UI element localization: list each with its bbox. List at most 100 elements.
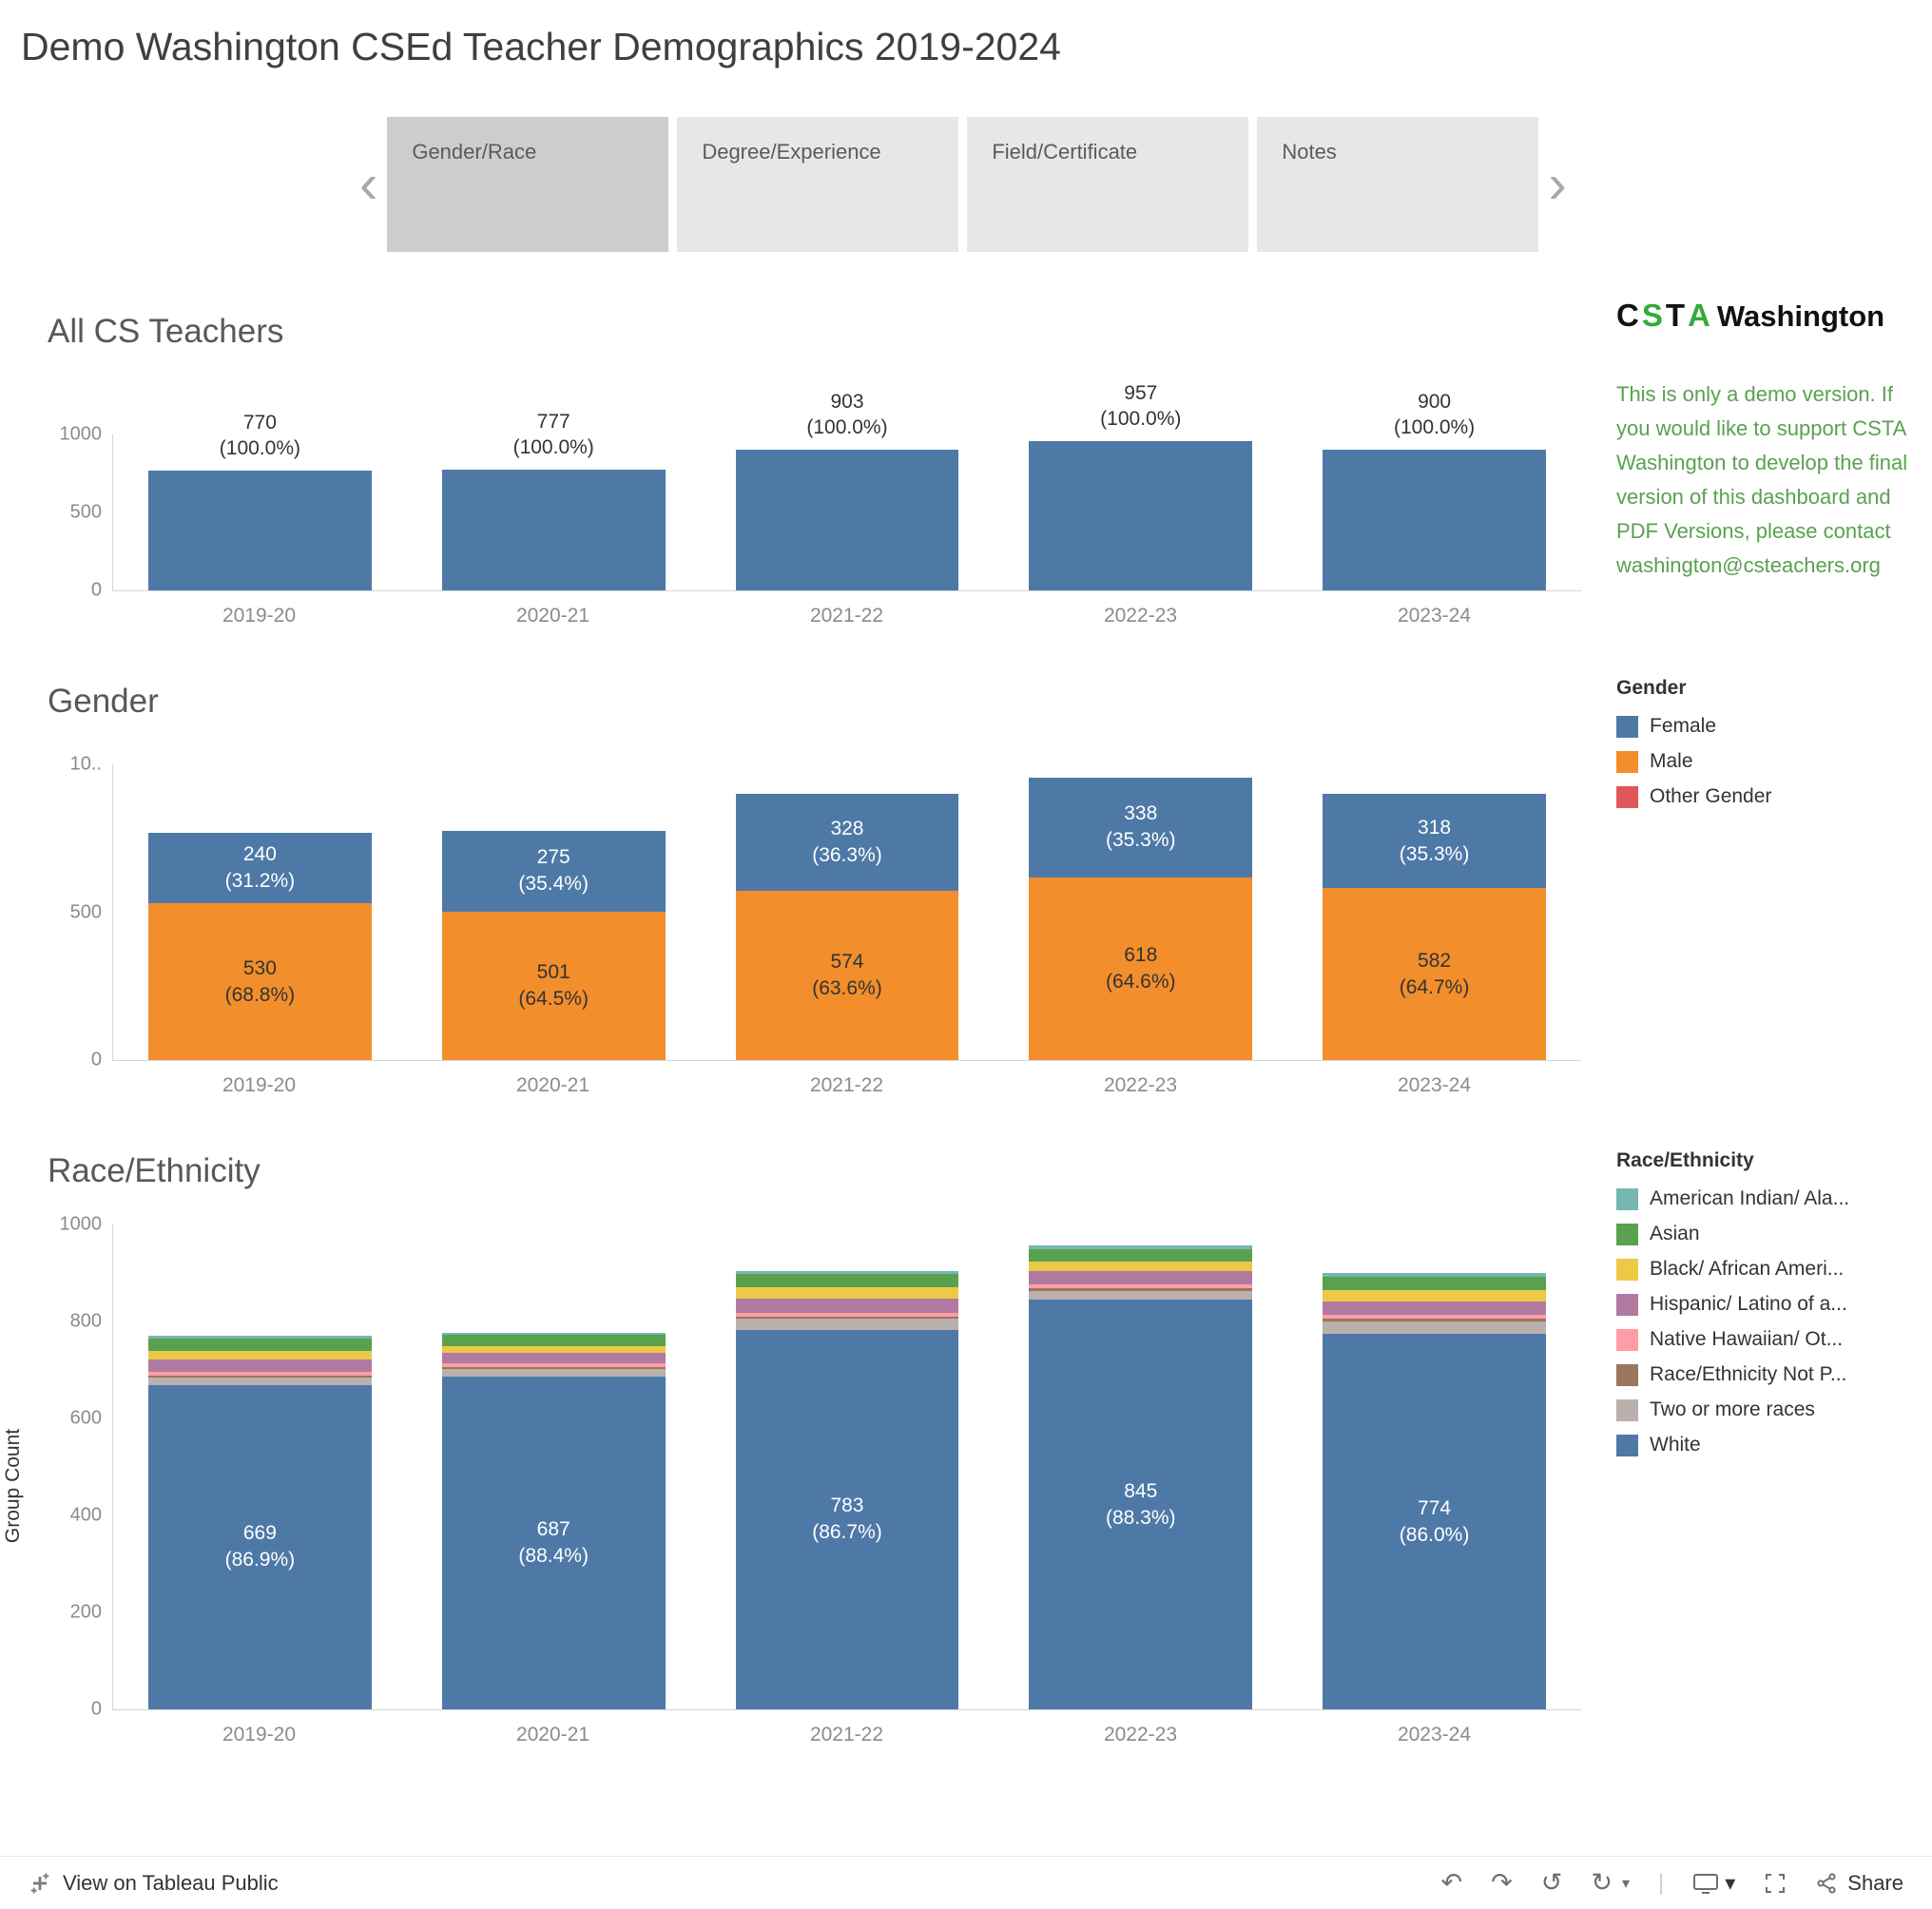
tabs-scroll-right-icon[interactable]: › — [1548, 153, 1567, 215]
segment-native-hawaiian-other-pacific-islander-2019-20[interactable] — [148, 1371, 372, 1376]
segment-asian-2022-23[interactable] — [1029, 1249, 1253, 1263]
segment-native-hawaiian-other-pacific-islander-2020-21[interactable] — [441, 1363, 666, 1367]
segment-female-2019-20[interactable]: 240 (31.2%) — [148, 832, 372, 904]
segment-two-or-more-races-2019-20[interactable] — [148, 1378, 372, 1385]
segment-race-ethnicity-not-provided-2022-23[interactable] — [1029, 1287, 1253, 1291]
segment-male-2023-24[interactable]: 582 (64.7%) — [1323, 888, 1546, 1060]
view-on-tableau-public-link[interactable]: View on Tableau Public — [29, 1871, 279, 1896]
segment-american-indian-alaska-native-2019-20[interactable] — [148, 1336, 372, 1339]
segment-native-hawaiian-other-pacific-islander-2021-22[interactable] — [735, 1312, 959, 1317]
legend-swatch — [1616, 1187, 1638, 1210]
legend-item-female[interactable]: Female — [1616, 715, 1930, 738]
tab-field-certificate[interactable]: Field/Certificate — [967, 117, 1249, 252]
tab-notes[interactable]: Notes — [1257, 117, 1539, 252]
csta-logo-letter: A — [1688, 298, 1710, 333]
bar-2021-22[interactable] — [735, 449, 959, 590]
legend-item-native-hawaiian-ot[interactable]: Native Hawaiian/ Ot... — [1616, 1328, 1930, 1351]
segment-female-2022-23[interactable]: 338 (35.3%) — [1029, 777, 1253, 877]
segment-race-ethnicity-not-provided-2019-20[interactable] — [148, 1375, 372, 1379]
segment-american-indian-alaska-native-2021-22[interactable] — [735, 1271, 959, 1275]
legend-item-asian[interactable]: Asian — [1616, 1223, 1930, 1245]
bar-2022-23[interactable] — [1029, 441, 1253, 590]
legend-item-label: Race/Ethnicity Not P... — [1650, 1363, 1847, 1385]
segment-hispanic-latino-of-any-race-2023-24[interactable] — [1323, 1301, 1546, 1315]
segment-white-2022-23[interactable]: 845 (88.3%) — [1029, 1300, 1253, 1709]
segment-american-indian-alaska-native-2022-23[interactable] — [1029, 1244, 1253, 1250]
segment-value-label: 501 (64.5%) — [518, 961, 589, 1011]
legend-item-two-or-more-races[interactable]: Two or more races — [1616, 1398, 1930, 1421]
segment-value-label: 687 (88.4%) — [518, 1517, 589, 1567]
refresh-options-caret-icon[interactable]: ▾ — [1621, 1875, 1630, 1892]
segment-male-2021-22[interactable]: 574 (63.6%) — [735, 890, 959, 1060]
segment-black-african-american-2021-22[interactable] — [735, 1287, 959, 1299]
segment-hispanic-latino-of-any-race-2021-22[interactable] — [735, 1298, 959, 1313]
undo-icon[interactable]: ↶ — [1440, 1868, 1463, 1897]
segment-male-2022-23[interactable]: 618 (64.6%) — [1029, 877, 1253, 1060]
bar-slot-2022-23: 618 (64.6%) 338 (35.3%) — [994, 764, 1287, 1060]
segment-female-2021-22[interactable]: 328 (36.3%) — [735, 793, 959, 891]
segment-race-ethnicity-not-provided-2021-22[interactable] — [735, 1316, 959, 1320]
bar-2023-24[interactable] — [1323, 450, 1546, 590]
segment-asian-2021-22[interactable] — [735, 1274, 959, 1288]
x-axis-category-label: 2019-20 — [222, 1724, 297, 1745]
segment-black-african-american-2019-20[interactable] — [148, 1350, 372, 1359]
legend-item-american-indian-ala[interactable]: American Indian/ Ala... — [1616, 1187, 1930, 1210]
device-layout-button[interactable]: ▾ — [1692, 1871, 1735, 1896]
segment-male-2019-20[interactable]: 530 (68.8%) — [148, 903, 372, 1060]
segment-native-hawaiian-other-pacific-islander-2023-24[interactable] — [1323, 1314, 1546, 1319]
segment-asian-2023-24[interactable] — [1323, 1277, 1546, 1291]
legend-item-other-gender[interactable]: Other Gender — [1616, 785, 1930, 808]
legend-item-race-ethnicity-not-p[interactable]: Race/Ethnicity Not P... — [1616, 1363, 1930, 1386]
segment-white-2023-24[interactable]: 774 (86.0%) — [1323, 1334, 1546, 1709]
segment-hispanic-latino-of-any-race-2020-21[interactable] — [441, 1353, 666, 1364]
segment-male-2020-21[interactable]: 501 (64.5%) — [441, 912, 666, 1060]
legend-item-black-african-ameri[interactable]: Black/ African Ameri... — [1616, 1258, 1930, 1281]
fullscreen-button[interactable] — [1764, 1872, 1787, 1895]
segment-two-or-more-races-2023-24[interactable] — [1323, 1321, 1546, 1335]
bar-2019-20[interactable] — [148, 470, 372, 590]
redo-icon[interactable]: ↷ — [1491, 1868, 1513, 1897]
segment-race-ethnicity-not-provided-2023-24[interactable] — [1323, 1318, 1546, 1321]
segment-white-2020-21[interactable]: 687 (88.4%) — [441, 1376, 666, 1709]
segment-female-2023-24[interactable]: 318 (35.3%) — [1323, 794, 1546, 888]
segment-white-2021-22[interactable]: 783 (86.7%) — [735, 1329, 959, 1709]
section-race-ethnicity: Race/Ethnicity Group Count 0 200 400 600 800… — [2, 1152, 1588, 1746]
tab-gender-race[interactable]: Gender/Race — [387, 117, 669, 252]
segment-black-african-american-2020-21[interactable] — [441, 1346, 666, 1354]
segment-value-label: 774 (86.0%) — [1399, 1496, 1470, 1546]
segment-asian-2019-20[interactable] — [148, 1338, 372, 1351]
segment-two-or-more-races-2021-22[interactable] — [735, 1319, 959, 1330]
bar-slot-2022-23: 845 (88.3%) — [994, 1224, 1287, 1709]
segment-american-indian-alaska-native-2023-24[interactable] — [1323, 1273, 1546, 1278]
segment-race-ethnicity-not-provided-2020-21[interactable] — [441, 1366, 666, 1369]
tab-degree-experience[interactable]: Degree/Experience — [677, 117, 959, 252]
segment-hispanic-latino-of-any-race-2019-20[interactable] — [148, 1359, 372, 1372]
legend-item-hispanic-latino-of-a[interactable]: Hispanic/ Latino of a... — [1616, 1293, 1930, 1316]
segment-asian-2020-21[interactable] — [441, 1334, 666, 1347]
legend-swatch — [1616, 1328, 1638, 1351]
section-title-gender: Gender — [48, 683, 159, 720]
tab-label: Notes — [1282, 140, 1337, 164]
legend-item-white[interactable]: White — [1616, 1434, 1930, 1456]
bar-value-label: 903 (100.0%) — [806, 390, 888, 438]
segment-two-or-more-races-2020-21[interactable] — [441, 1369, 666, 1377]
segment-female-2020-21[interactable]: 275 (35.4%) — [441, 830, 666, 913]
segment-american-indian-alaska-native-2020-21[interactable] — [441, 1332, 666, 1335]
segment-white-2019-20[interactable]: 669 (86.9%) — [148, 1384, 372, 1709]
bar-2020-21[interactable] — [441, 469, 666, 590]
bar-slot-2022-23: 957 (100.0%) — [994, 382, 1287, 590]
revert-icon[interactable]: ↺ — [1540, 1868, 1563, 1897]
tabs-scroll-left-icon[interactable]: ‹ — [359, 153, 378, 215]
segment-native-hawaiian-other-pacific-islander-2022-23[interactable] — [1029, 1283, 1253, 1288]
share-button[interactable]: Share — [1815, 1871, 1903, 1896]
legend-item-male[interactable]: Male — [1616, 750, 1930, 773]
toolbar-actions: ↶ ↷ ↺ ↻ ▾ | ▾ — [1440, 1868, 1903, 1898]
y-axis-tick-label: 800 — [69, 1310, 102, 1332]
segment-black-african-american-2023-24[interactable] — [1323, 1290, 1546, 1302]
segment-two-or-more-races-2022-23[interactable] — [1029, 1290, 1253, 1301]
segment-hispanic-latino-of-any-race-2022-23[interactable] — [1029, 1271, 1253, 1284]
segment-black-african-american-2022-23[interactable] — [1029, 1262, 1253, 1272]
fullscreen-icon — [1766, 1873, 1786, 1893]
refresh-icon[interactable]: ↻ — [1591, 1868, 1613, 1897]
bar-slot-2019-20: 669 (86.9%) — [113, 1224, 407, 1709]
